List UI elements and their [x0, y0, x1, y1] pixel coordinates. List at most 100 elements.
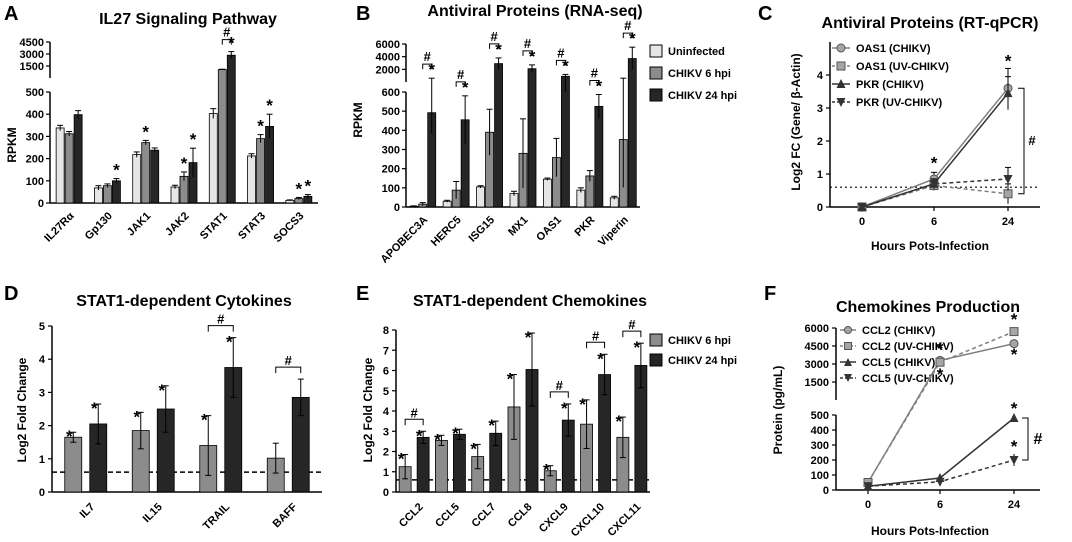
x-tick-label-e: CXCL9	[537, 501, 571, 535]
x-tick-label-a: JAK1	[125, 210, 153, 238]
data-point-f	[1009, 456, 1019, 465]
significance-hash-b: #	[490, 29, 498, 44]
y-tick-label-c: 2	[817, 136, 823, 148]
y-tick-label-f: 3000	[805, 359, 829, 371]
significance-bracket-d	[275, 366, 302, 374]
legend-label-ccl2-uv: CCL2 (UV-CHIKV)	[862, 341, 954, 353]
significance-star-e: *	[434, 430, 441, 449]
legend-c: OAS1 (CHIKV) OAS1 (UV-CHIKV) PKR (CHIKV)…	[832, 43, 949, 109]
significance-star-c: *	[931, 153, 938, 172]
y-axis-label-f: Protein (pg/mL)	[771, 366, 785, 455]
legend-label-pkr-chikv: PKR (CHIKV)	[856, 79, 924, 91]
significance-hash-e: #	[411, 405, 419, 420]
significance-hash-b: #	[591, 65, 599, 80]
x-tick-label-e: CCL8	[506, 501, 535, 530]
significance-hash-e: #	[592, 328, 600, 343]
legend-label-pkr-uv: PKR (UV-CHIKV)	[856, 97, 943, 109]
significance-star-e: *	[616, 412, 623, 431]
panel-label-d: D	[4, 283, 18, 305]
chart-title-d: STAT1-dependent Cytokines	[76, 293, 292, 310]
x-axis-label-c: Hours Pots-Infection	[871, 239, 989, 253]
panel-label-e: E	[356, 283, 369, 305]
significance-star-b: *	[529, 47, 536, 66]
bar-b-s2	[527, 68, 537, 208]
significance-bracket-b	[622, 32, 633, 39]
legend-marker-pkr-uv	[836, 98, 846, 107]
y-tick-label-e: 4	[383, 406, 390, 418]
significance-star-e: *	[470, 439, 477, 458]
legend-label-oas1-chikv: OAS1 (CHIKV)	[856, 43, 931, 55]
chart-title-c: Antiviral Proteins (RT-qPCR)	[822, 15, 1039, 32]
legend-swatch-uninfected	[649, 44, 663, 58]
y-tick-label-f: 1500	[805, 377, 829, 389]
y-tick-label-b: 600	[382, 87, 400, 99]
y-tick-label-e: 1	[383, 467, 389, 479]
significance-bracket-b	[455, 81, 466, 87]
legend-label-24hpi: CHIKV 24 hpi	[668, 90, 737, 102]
chart-title-e: STAT1-dependent Chemokines	[413, 293, 647, 310]
legend-marker-oas1-uv	[836, 61, 846, 71]
y-tick-label-b: 6000	[376, 39, 400, 51]
data-point-c	[1003, 174, 1013, 184]
y-tick-label-a: 400	[26, 109, 44, 121]
significance-star-a: *	[142, 122, 149, 141]
x-tick-label-e: CCL2	[397, 501, 426, 530]
significance-bracket-e	[549, 391, 569, 398]
y-tick-label-b: 0	[394, 202, 400, 214]
significance-star-e: *	[488, 416, 495, 435]
significance-star-c: *	[1005, 51, 1012, 70]
y-axis-label-e: Log2 Fold Change	[361, 357, 375, 462]
y-tick-label-d: 4	[39, 354, 46, 366]
bar-b-s0	[543, 178, 552, 208]
x-tick-label-e: CXCL11	[606, 501, 644, 539]
x-tick-label-f: 24	[1008, 499, 1021, 511]
y-tick-label-c: 1	[817, 169, 823, 181]
data-point-c	[929, 179, 939, 189]
significance-star-a: *	[305, 177, 312, 196]
data-point-c	[1003, 189, 1013, 199]
y-tick-label-b: 2000	[376, 64, 400, 76]
bar-a-s1	[103, 185, 112, 204]
significance-star-a: *	[190, 130, 197, 149]
bar-b-s2	[494, 63, 503, 208]
significance-star-e: *	[543, 461, 550, 480]
y-tick-label-f: 300	[811, 440, 829, 452]
significance-hash-f: #	[1034, 431, 1043, 448]
y-axis-label-a: RPKM	[5, 127, 19, 162]
significance-star-d: *	[226, 333, 233, 352]
significance-bracket-b	[555, 59, 566, 66]
significance-hash-b: #	[524, 36, 532, 51]
significance-bracket-e	[586, 341, 606, 349]
significance-hash-b: #	[624, 18, 632, 33]
significance-bracket-e	[622, 330, 642, 338]
significance-star-f: *	[1011, 437, 1018, 456]
significance-star-e: *	[416, 426, 423, 445]
x-tick-label-a: SOCS3	[272, 210, 307, 245]
significance-star-d: *	[201, 411, 208, 430]
significance-bracket-e	[404, 418, 424, 426]
y-tick-label-b: 300	[382, 145, 400, 157]
legend-marker-oas1-chikv	[836, 43, 846, 53]
significance-star-b: *	[428, 60, 435, 79]
plot-area: 0100200300400500150030004500IL27Rα*Gp130…	[20, 18, 1043, 539]
y-tick-label-f: 200	[811, 455, 829, 467]
significance-bracket-a	[221, 39, 232, 45]
x-tick-label-b: OAS1	[534, 214, 564, 244]
y-tick-label-a: 4500	[20, 37, 44, 49]
significance-bracket-b	[522, 50, 533, 56]
panel-label-b: B	[356, 3, 370, 25]
y-axis-label-b: RPKM	[351, 102, 365, 137]
significance-star-b: *	[462, 78, 469, 97]
significance-hash-e: #	[628, 317, 636, 332]
bar-b-s2	[627, 58, 637, 208]
legend-label-e-24hpi: CHIKV 24 hpi	[668, 355, 737, 367]
y-tick-label-b: 200	[382, 164, 400, 176]
significance-star-a: *	[257, 117, 264, 136]
x-tick-label-b: APOBEC3A	[379, 214, 431, 266]
x-tick-label-b: MX1	[506, 214, 530, 238]
y-tick-label-f: 4500	[805, 341, 829, 353]
significance-star-e: *	[452, 424, 459, 443]
significance-star-a: *	[181, 154, 188, 173]
y-axis-label-c: Log2 FC (Gene/ β-Actin)	[789, 53, 803, 190]
